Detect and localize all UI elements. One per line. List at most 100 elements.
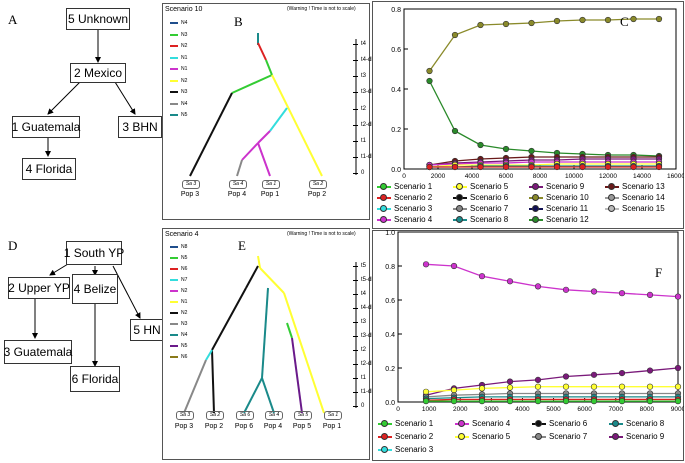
legend-dot <box>456 193 463 201</box>
legend-entry: Scenario 15 <box>605 204 665 213</box>
legend-marker <box>455 432 469 441</box>
legend-dot <box>608 204 615 212</box>
legend-marker <box>529 182 543 191</box>
y-tick-label: 0.2 <box>391 127 401 134</box>
data-point <box>478 273 486 280</box>
legend-swatch <box>170 22 178 24</box>
panel-a-edges <box>45 30 136 157</box>
data-point <box>478 398 486 405</box>
legend-item: N2 <box>170 310 187 316</box>
time-tick <box>353 308 358 309</box>
legend-label: N3 <box>181 31 188 38</box>
legend-label: N5 <box>181 255 188 261</box>
legend-dot <box>458 432 465 440</box>
time-label: t4-db <box>361 305 375 311</box>
legend-item: N1 <box>170 299 187 305</box>
time-tick <box>353 124 358 126</box>
data-point <box>422 261 430 268</box>
legend-dot <box>456 182 463 190</box>
panel-a-letter: A <box>8 12 18 27</box>
legend-label: N4 <box>181 332 188 338</box>
legend-label: Scenario 6 <box>470 193 509 202</box>
data-point <box>618 370 626 377</box>
pop-label: Pop 1 <box>322 423 342 430</box>
x-tick-label: 8000 <box>640 406 655 413</box>
legend-marker <box>377 204 391 213</box>
legend-swatch <box>170 345 178 347</box>
pop-label: Pop 2 <box>307 191 327 198</box>
legend-item: N2 <box>170 78 187 84</box>
legend-entry: Scenario 11 <box>529 204 588 213</box>
legend-label: N1 <box>181 54 188 61</box>
legend-entry: Scenario 8 <box>609 419 664 428</box>
legend-label: Scenario 5 <box>472 432 511 441</box>
legend-swatch <box>170 356 178 358</box>
series-line <box>425 398 678 401</box>
sample-label: Sa 5 <box>294 411 312 420</box>
data-point <box>590 383 598 390</box>
data-point <box>506 378 514 385</box>
data-point <box>534 283 542 290</box>
series-line <box>425 392 678 398</box>
pop-label: Pop 5 <box>292 423 312 430</box>
series-line <box>428 18 659 72</box>
node-4-belize: 4 Belize <box>72 274 118 304</box>
time-tick <box>353 364 358 365</box>
x-tick-label: 10000 <box>565 173 583 180</box>
data-point <box>426 67 433 75</box>
panel-d-letter: D <box>8 238 18 253</box>
node-1-south-yp: 1 South YP <box>64 241 124 265</box>
legend-marker <box>609 419 623 428</box>
legend-dot <box>535 419 542 427</box>
time-tick <box>353 92 358 94</box>
panel-f-letter: F <box>655 265 663 280</box>
legend-item: N1 <box>170 55 187 61</box>
plot-area <box>403 8 677 170</box>
y-tick-label: 0.4 <box>391 87 401 94</box>
data-point <box>478 385 486 392</box>
legend-marker <box>529 215 543 224</box>
legend-item: N2 <box>170 43 187 49</box>
data-point <box>590 288 598 295</box>
legend-dot <box>532 204 539 212</box>
legend-entry: Scenario 4 <box>455 419 510 428</box>
legend-swatch <box>170 312 178 314</box>
legend-label: Scenario 11 <box>546 204 589 213</box>
node-6-florida: 6 Florida <box>70 366 120 392</box>
panel-e-warning: (Warning ! Time is not to scale) <box>287 231 356 237</box>
legend-label: Scenario 5 <box>470 182 509 191</box>
data-point <box>630 163 637 171</box>
legend-label: N4 <box>181 100 188 107</box>
legend-marker <box>609 432 623 441</box>
legend-marker <box>605 182 619 191</box>
panel-f-chart: 0.0 0.2 0.4 0.6 0.8 1.0 0 1000 2000 3000 4000 5000 6… <box>385 230 684 413</box>
data-point <box>450 387 458 394</box>
data-point <box>646 398 654 405</box>
time-tick <box>353 322 358 323</box>
legend-label: N2 <box>181 310 188 316</box>
pop-label: Pop 2 <box>204 423 224 430</box>
legend-item: N5 <box>170 343 187 349</box>
legend-entry: Scenario 1 <box>377 182 432 191</box>
legend-swatch <box>170 301 178 303</box>
legend-dot <box>535 432 542 440</box>
sample-label: Sa 3 <box>182 180 200 189</box>
legend-label: N8 <box>181 244 188 250</box>
pop-label: Pop 4 <box>227 191 247 198</box>
data-point <box>534 376 542 383</box>
legend-marker <box>453 182 467 191</box>
legend-label: N5 <box>181 343 188 349</box>
legend-swatch <box>170 334 178 336</box>
legend-swatch <box>170 68 178 70</box>
legend-entry: Scenario 4 <box>377 215 432 224</box>
legend-marker <box>529 204 543 213</box>
series-line <box>429 161 659 166</box>
plot-area <box>397 231 679 403</box>
legend-dot <box>532 182 539 190</box>
legend-marker <box>453 215 467 224</box>
legend-marker <box>453 204 467 213</box>
series-line <box>425 263 679 298</box>
x-tick-label: 7000 <box>609 406 624 413</box>
legend-dot <box>381 432 388 440</box>
sample-label: Sa 6 <box>236 411 254 420</box>
